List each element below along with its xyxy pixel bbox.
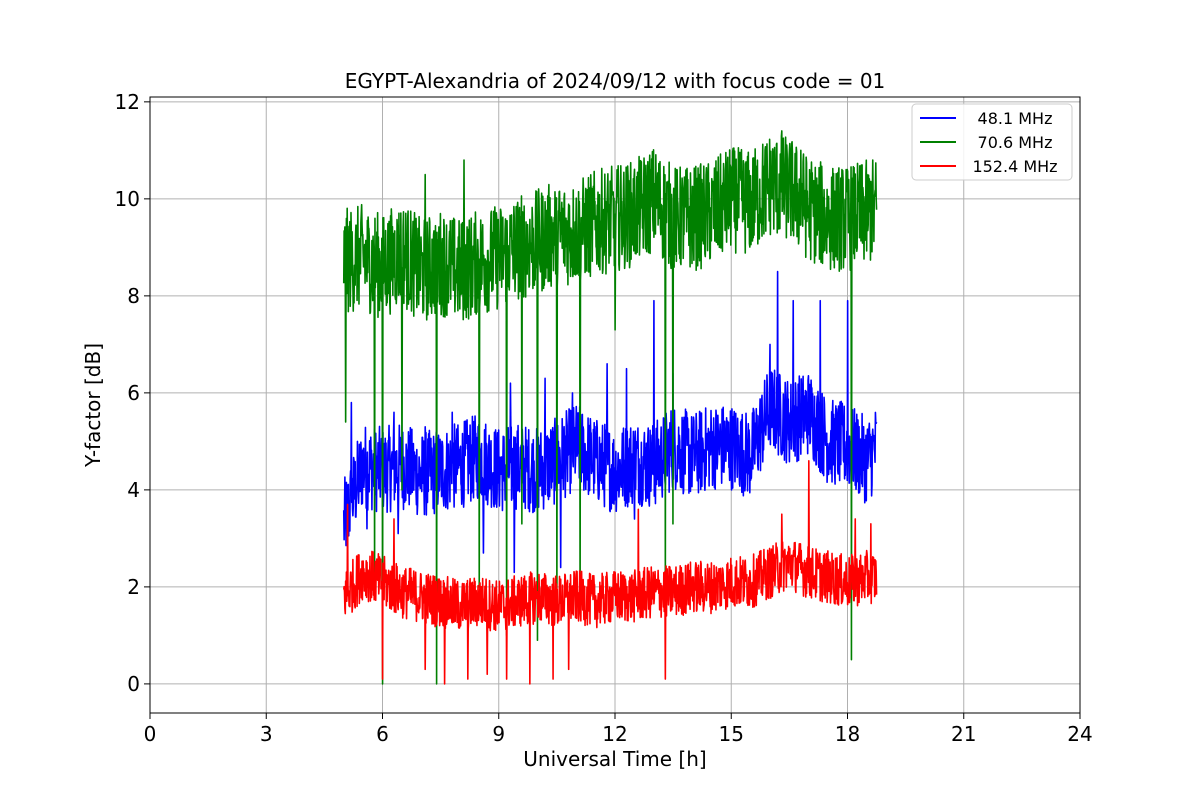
x-tick-label: 12 — [602, 722, 627, 746]
x-tick-label: 9 — [492, 722, 505, 746]
series-line — [342, 130, 878, 685]
x-axis: 0 3 6 9 12 15 18 21 24 — [144, 713, 1093, 746]
legend-box — [911, 103, 1073, 181]
x-tick-label: 15 — [719, 722, 744, 746]
y-tick-label: 12 — [115, 90, 140, 114]
y-axis: 0 2 4 6 8 10 12 — [115, 90, 150, 696]
x-tick-label: 6 — [376, 722, 389, 746]
y-axis-label: Y-factor [dB] — [81, 343, 105, 468]
y-tick-label: 6 — [127, 381, 140, 405]
y-tick-label: 4 — [127, 478, 140, 502]
x-tick-label: 24 — [1067, 722, 1092, 746]
legend-label: 48.1 MHz — [978, 109, 1053, 128]
x-tick-label: 18 — [835, 722, 860, 746]
legend-label: 152.4 MHz — [972, 157, 1057, 176]
y-tick-label: 10 — [115, 187, 140, 211]
y-tick-label: 8 — [127, 284, 140, 308]
chart-title: EGYPT-Alexandria of 2024/09/12 with focu… — [345, 69, 886, 93]
x-tick-label: 3 — [260, 722, 273, 746]
series-line — [342, 270, 878, 574]
x-axis-label: Universal Time [h] — [523, 747, 706, 771]
x-tick-label: 21 — [951, 722, 976, 746]
y-tick-label: 2 — [127, 575, 140, 599]
y-tick-label: 0 — [127, 672, 140, 696]
x-tick-label: 0 — [144, 722, 157, 746]
series-layer — [342, 130, 878, 685]
legend-label: 70.6 MHz — [978, 133, 1053, 152]
series-line — [342, 459, 878, 685]
legend: 48.1 MHz 70.6 MHz 152.4 MHz — [911, 103, 1073, 181]
